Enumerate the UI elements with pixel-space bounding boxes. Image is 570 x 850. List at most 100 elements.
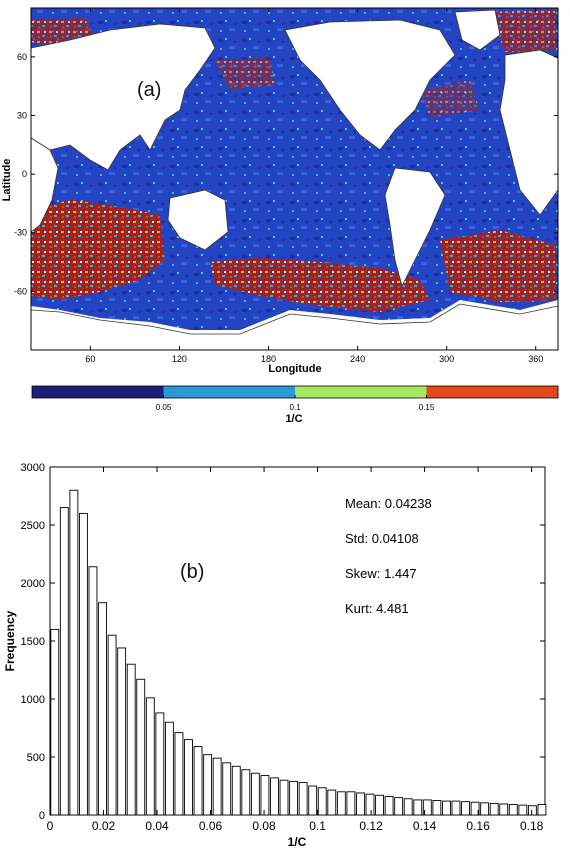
histogram-bar [107, 634, 117, 816]
histogram-bar [441, 800, 451, 816]
histogram-bar [518, 804, 528, 816]
histogram-bars [50, 489, 547, 816]
histogram-panel-label: (b) [180, 561, 204, 583]
colorbar-label: 1/C [285, 413, 302, 425]
histogram-bar [480, 802, 490, 816]
histogram-bar [59, 507, 69, 816]
histogram-bar [69, 489, 79, 816]
histogram-bar [250, 772, 260, 816]
histogram-bar [184, 739, 193, 816]
histogram-bar [413, 799, 423, 816]
histogram-bar [193, 746, 203, 816]
histogram-x-tick-label: 0.18 [520, 819, 544, 833]
histogram-bar [451, 800, 461, 816]
colorbar-tick-label: 0.1 [289, 403, 301, 412]
histogram-bar [403, 798, 413, 816]
map-x-tick-label: 120 [172, 354, 187, 364]
histogram-bar [241, 769, 251, 816]
map-y-tick-label: 0 [22, 169, 27, 179]
histogram-bar [260, 775, 270, 816]
histogram-x-tick-label: 0.16 [466, 819, 490, 833]
histogram-x-tick-label: 0.14 [413, 819, 437, 833]
colorbar-segment [295, 386, 427, 398]
histogram-x-axis-label: 1/C [288, 835, 307, 849]
map-x-axis-label: Longitude [268, 363, 321, 375]
histogram-x-tick-label: 0.04 [145, 819, 169, 833]
histogram-bar [470, 801, 480, 816]
histogram-bar [279, 779, 289, 816]
histogram-ticks: 0 0.02 0.04 0.06 0.08 0.1 0.12 0.14 0.16 0.18 0 500… [21, 462, 545, 833]
histogram-bar [336, 791, 346, 816]
histogram-x-tick-label: 0 [47, 819, 54, 833]
histogram-bar [432, 800, 442, 816]
colorbar-segment [163, 386, 296, 398]
histogram-bar [126, 663, 136, 816]
histogram-bar [117, 647, 127, 816]
histogram-bar [356, 792, 365, 816]
histogram-bar [461, 801, 470, 816]
histogram-bar [384, 795, 394, 816]
histogram-bar [527, 805, 537, 816]
histogram-y-tick-label: 0 [39, 810, 45, 822]
histogram-bar [136, 678, 146, 816]
stat-mean: Mean: 0.04238 [345, 496, 432, 511]
colorbar-tick-label: 0.15 [419, 403, 435, 412]
histogram-bar [499, 803, 509, 816]
map-y-tick-label: 60 [17, 52, 27, 62]
histogram-y-tick-label: 2000 [21, 578, 45, 590]
map-y-tick-label: -30 [14, 228, 27, 238]
map-x-tick-label: 300 [439, 354, 454, 364]
histogram-bar [145, 697, 155, 816]
map-y-axis-label: Latitude [1, 159, 13, 202]
histogram-bar [79, 512, 88, 816]
histogram-y-tick-label: 2500 [21, 520, 45, 532]
colorbar-tick-label: 0.05 [156, 403, 172, 412]
histogram-y-tick-label: 3000 [21, 462, 45, 474]
histogram-bar [231, 765, 241, 816]
histogram-bar [222, 762, 232, 816]
colorbar-segment [426, 386, 559, 398]
histogram-bar [327, 789, 337, 816]
map-x-tick-label: 180 [261, 354, 276, 364]
histogram-bar [394, 797, 404, 816]
histogram-x-tick-label: 0.1 [309, 819, 326, 833]
map-y-tick-label: 30 [17, 110, 27, 120]
histogram-bar [289, 780, 299, 816]
histogram-bar [308, 785, 318, 816]
histogram-bar [270, 777, 279, 816]
histogram-bar [375, 794, 384, 816]
colorbar-segment [32, 386, 164, 398]
stat-kurt: Kurt: 4.481 [345, 601, 409, 616]
histogram-bar [203, 754, 213, 816]
histogram-y-tick-label: 1000 [21, 694, 45, 706]
stat-skew: Skew: 1.447 [345, 566, 417, 581]
histogram-bar [489, 802, 499, 816]
histogram-y-axis-label: Frequency [3, 610, 17, 671]
histogram-bar [422, 799, 432, 816]
histogram-panel: 0 0.02 0.04 0.06 0.08 0.1 0.12 0.14 0.16 0.18 0 500… [3, 462, 547, 849]
map-x-tick-label: 240 [350, 354, 365, 364]
histogram-y-tick-label: 1500 [21, 636, 45, 648]
histogram-bar [537, 804, 547, 816]
histogram-bar [50, 628, 60, 816]
stat-std: Std: 0.04108 [345, 531, 419, 546]
ocean-heatmap [31, 8, 558, 350]
map-x-tick-label: 360 [528, 354, 543, 364]
histogram-bar [98, 602, 107, 816]
histogram-bar [508, 804, 518, 816]
colorbar: 0.05 0.1 0.15 [31, 385, 559, 412]
histogram-bar [298, 782, 308, 816]
histogram-x-tick-label: 0.12 [359, 819, 383, 833]
histogram-bar [346, 791, 356, 816]
histogram-bar [155, 712, 165, 816]
histogram-x-tick-label: 0.02 [92, 819, 116, 833]
map-frame [30, 7, 559, 351]
histogram-bar [88, 566, 98, 816]
histogram-bar [317, 787, 327, 816]
map-y-tick-label: -60 [14, 286, 27, 296]
map-x-tick-label: 60 [85, 354, 95, 364]
histogram-bar [164, 721, 174, 816]
histogram-x-tick-label: 0.06 [199, 819, 223, 833]
